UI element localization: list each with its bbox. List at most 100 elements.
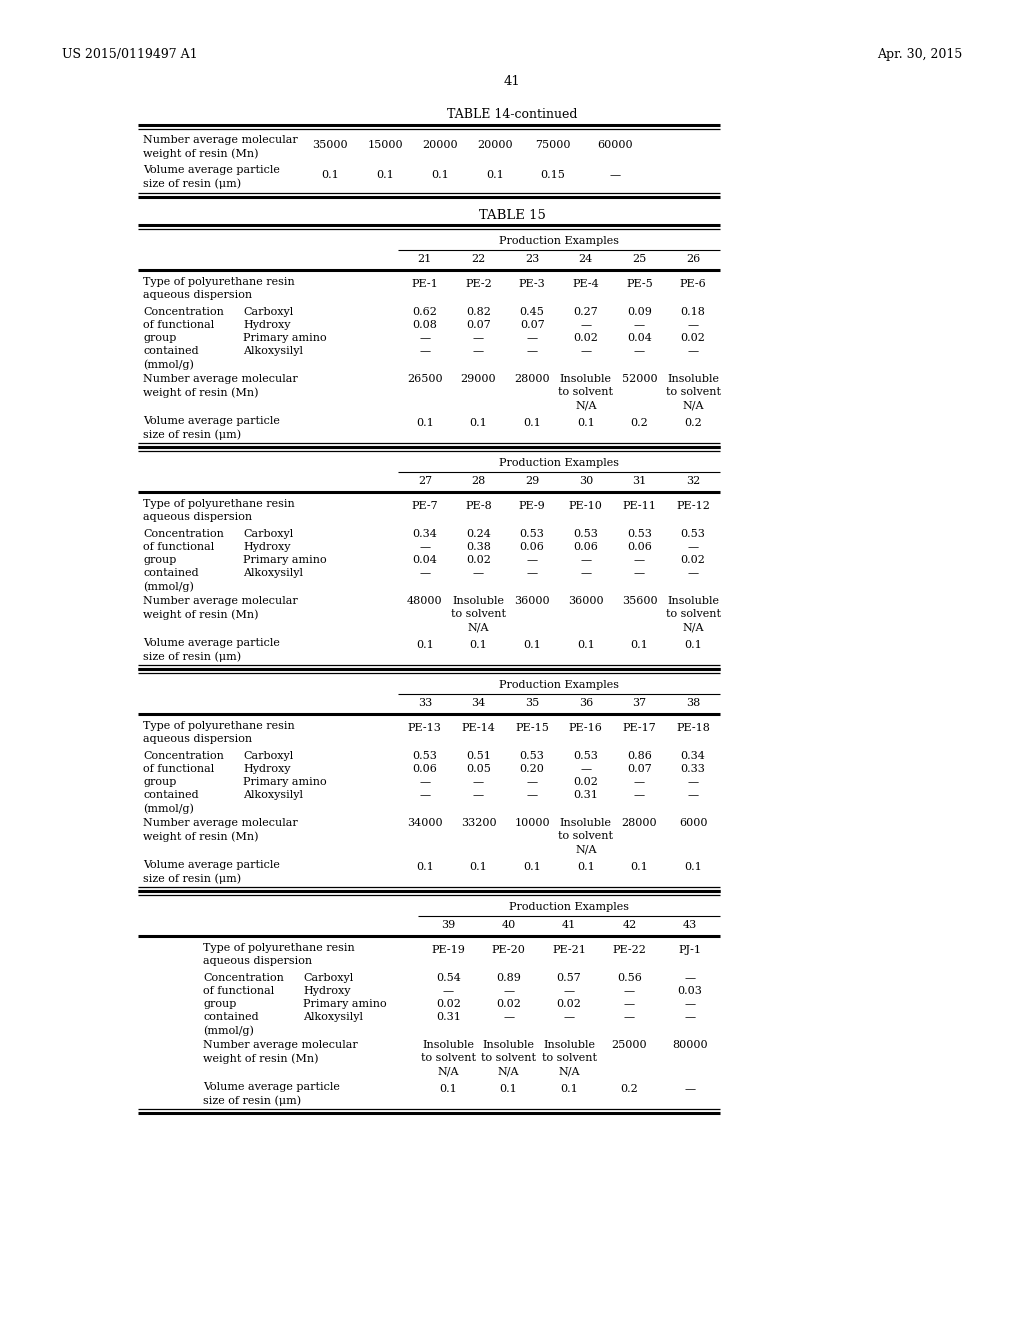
Text: Type of polyurethane resin: Type of polyurethane resin [143, 721, 295, 731]
Text: —: — [563, 986, 574, 997]
Text: 0.2: 0.2 [621, 1084, 638, 1094]
Text: 0.34: 0.34 [681, 751, 706, 762]
Text: —: — [581, 346, 592, 356]
Text: Alkoxysilyl: Alkoxysilyl [243, 346, 303, 356]
Text: 27: 27 [418, 477, 432, 486]
Text: 0.02: 0.02 [681, 333, 706, 343]
Text: 0.03: 0.03 [677, 986, 702, 997]
Text: 35000: 35000 [312, 140, 348, 150]
Text: Hydroxy: Hydroxy [303, 986, 350, 997]
Text: —: — [687, 777, 698, 787]
Text: 32: 32 [686, 477, 700, 486]
Text: 0.1: 0.1 [523, 640, 541, 649]
Text: Alkoxysilyl: Alkoxysilyl [243, 568, 303, 578]
Text: to solvent: to solvent [558, 832, 613, 841]
Text: PE-14: PE-14 [462, 723, 496, 733]
Text: 0.1: 0.1 [500, 1084, 517, 1094]
Text: group: group [143, 777, 176, 787]
Text: 0.53: 0.53 [627, 529, 652, 539]
Text: —: — [624, 986, 635, 997]
Text: 37: 37 [633, 698, 646, 708]
Text: Volume average particle: Volume average particle [203, 1082, 340, 1092]
Text: Hydroxy: Hydroxy [243, 543, 291, 552]
Text: 28: 28 [471, 477, 485, 486]
Text: 30: 30 [579, 477, 593, 486]
Text: 25: 25 [633, 253, 646, 264]
Text: Concentration: Concentration [203, 973, 284, 983]
Text: 6000: 6000 [679, 818, 708, 828]
Text: Insoluble: Insoluble [422, 1040, 474, 1049]
Text: 0.53: 0.53 [681, 529, 706, 539]
Text: 0.1: 0.1 [416, 862, 434, 873]
Text: weight of resin (Mn): weight of resin (Mn) [143, 609, 258, 619]
Text: 34000: 34000 [407, 818, 442, 828]
Text: 0.06: 0.06 [573, 543, 598, 552]
Text: 22: 22 [471, 253, 485, 264]
Text: —: — [687, 789, 698, 800]
Text: —: — [609, 170, 621, 180]
Text: 0.15: 0.15 [541, 170, 565, 180]
Text: —: — [473, 789, 484, 800]
Text: —: — [503, 986, 514, 997]
Text: PE-5: PE-5 [626, 279, 653, 289]
Text: 33: 33 [418, 698, 432, 708]
Text: 0.02: 0.02 [573, 333, 598, 343]
Text: 0.45: 0.45 [520, 308, 545, 317]
Text: —: — [687, 543, 698, 552]
Text: 0.09: 0.09 [627, 308, 652, 317]
Text: (mmol/g): (mmol/g) [203, 1026, 254, 1036]
Text: 43: 43 [683, 920, 697, 931]
Text: Alkoxysilyl: Alkoxysilyl [303, 1012, 362, 1022]
Text: (mmol/g): (mmol/g) [143, 581, 194, 591]
Text: 0.24: 0.24 [466, 529, 490, 539]
Text: Insoluble: Insoluble [453, 597, 505, 606]
Text: Insoluble: Insoluble [482, 1040, 535, 1049]
Text: aqueous dispersion: aqueous dispersion [143, 290, 252, 300]
Text: 28000: 28000 [622, 818, 657, 828]
Text: 0.54: 0.54 [436, 973, 461, 983]
Text: 0.1: 0.1 [416, 418, 434, 428]
Text: Primary amino: Primary amino [243, 777, 327, 787]
Text: —: — [684, 999, 695, 1008]
Text: 0.1: 0.1 [684, 862, 702, 873]
Text: —: — [634, 777, 645, 787]
Text: of functional: of functional [143, 319, 214, 330]
Text: of functional: of functional [203, 986, 274, 997]
Text: 0.02: 0.02 [681, 554, 706, 565]
Text: —: — [581, 554, 592, 565]
Text: 21: 21 [418, 253, 432, 264]
Text: size of resin (μm): size of resin (μm) [143, 178, 241, 189]
Text: Type of polyurethane resin: Type of polyurethane resin [143, 277, 295, 286]
Text: 0.62: 0.62 [413, 308, 437, 317]
Text: 33200: 33200 [461, 818, 497, 828]
Text: Insoluble: Insoluble [560, 818, 611, 828]
Text: (mmol/g): (mmol/g) [143, 803, 194, 813]
Text: 0.02: 0.02 [436, 999, 461, 1008]
Text: 0.89: 0.89 [497, 973, 521, 983]
Text: 25000: 25000 [611, 1040, 647, 1049]
Text: weight of resin (Mn): weight of resin (Mn) [143, 387, 258, 397]
Text: Production Examples: Production Examples [509, 902, 629, 912]
Text: Number average molecular: Number average molecular [143, 818, 298, 828]
Text: —: — [419, 543, 430, 552]
Text: 0.53: 0.53 [573, 751, 598, 762]
Text: 41: 41 [504, 75, 520, 88]
Text: Apr. 30, 2015: Apr. 30, 2015 [877, 48, 962, 61]
Text: Insoluble: Insoluble [543, 1040, 595, 1049]
Text: aqueous dispersion: aqueous dispersion [143, 512, 252, 521]
Text: 36000: 36000 [514, 597, 550, 606]
Text: 41: 41 [562, 920, 577, 931]
Text: 80000: 80000 [672, 1040, 708, 1049]
Text: Insoluble: Insoluble [560, 374, 611, 384]
Text: size of resin (μm): size of resin (μm) [143, 873, 241, 883]
Text: size of resin (μm): size of resin (μm) [203, 1096, 301, 1106]
Text: to solvent: to solvent [481, 1053, 537, 1063]
Text: Hydroxy: Hydroxy [243, 319, 291, 330]
Text: to solvent: to solvent [558, 387, 613, 397]
Text: 0.1: 0.1 [560, 1084, 578, 1094]
Text: 29000: 29000 [461, 374, 497, 384]
Text: Type of polyurethane resin: Type of polyurethane resin [143, 499, 295, 510]
Text: 0.07: 0.07 [627, 764, 652, 774]
Text: —: — [684, 973, 695, 983]
Text: Concentration: Concentration [143, 751, 224, 762]
